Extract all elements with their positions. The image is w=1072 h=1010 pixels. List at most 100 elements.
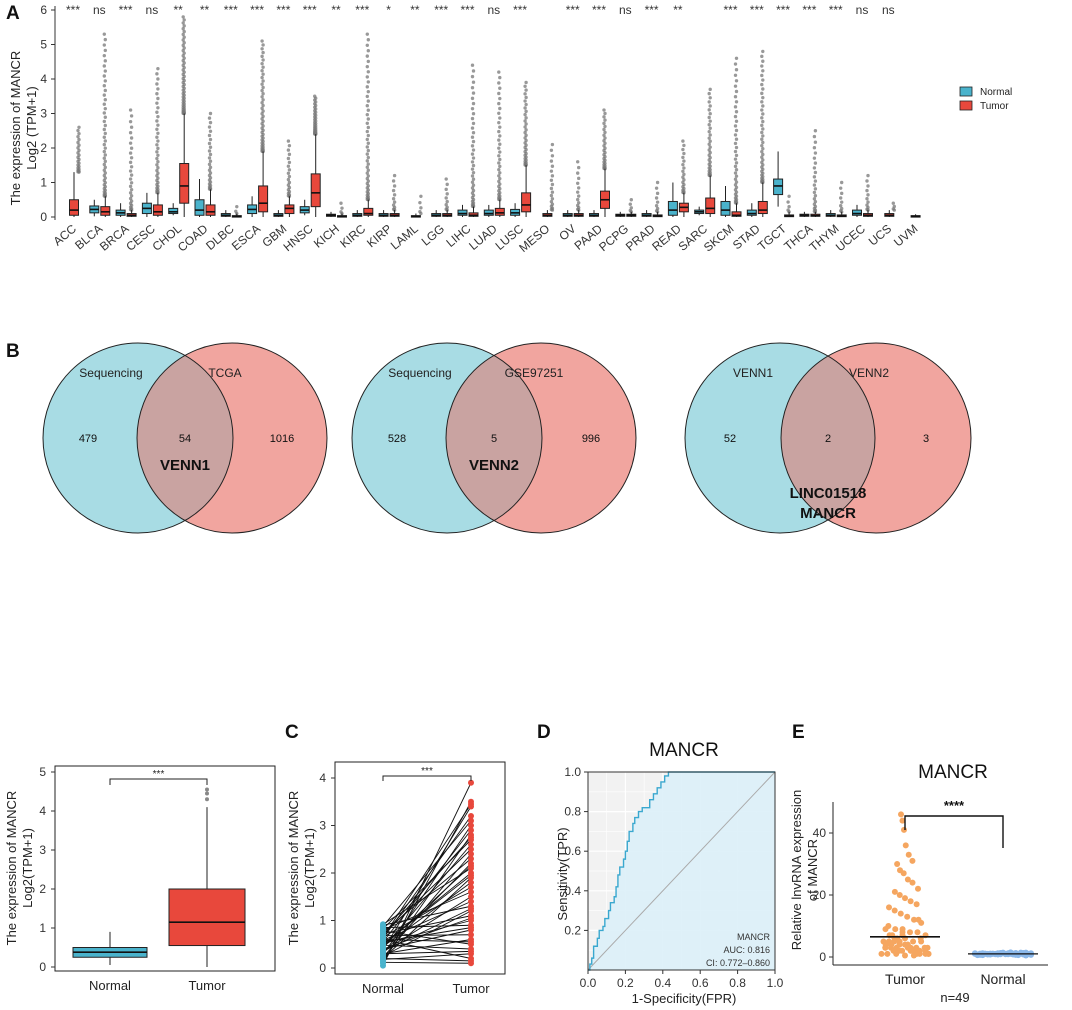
- outlier-point: [707, 136, 711, 140]
- outlier-point: [761, 158, 765, 162]
- venn-diagram-3: VENN1 VENN2 52 2 3 LINC01518 MANCR: [684, 342, 972, 534]
- outlier-point: [761, 49, 765, 54]
- outlier-point: [471, 101, 476, 106]
- outlier-point: [524, 95, 528, 100]
- outlier-point: [182, 24, 186, 28]
- outlier-point: [629, 206, 633, 210]
- venn-overlap: [137, 343, 233, 533]
- pair-line: [382, 927, 472, 943]
- tumor-dot: [914, 929, 921, 936]
- outlier-point: [103, 59, 108, 63]
- outlier-point: [839, 204, 843, 208]
- outlier-point: [524, 128, 528, 132]
- tumor-dot: [902, 952, 908, 959]
- outlier-point: [577, 186, 581, 190]
- normal-box: [483, 209, 494, 216]
- outlier-point: [103, 88, 108, 93]
- pair-line: [382, 806, 472, 951]
- roc-x-tick-label: 1.0: [767, 976, 784, 990]
- outlier-point: [155, 143, 159, 147]
- pan-cancer-x-labels: ACCBLCABRCACESCCHOLCOADDLBCESCAGBMHNSCKI…: [51, 221, 921, 255]
- outlier-point: [234, 209, 238, 213]
- outlier-point: [682, 166, 686, 170]
- outlier-point: [260, 69, 264, 73]
- tumor-dot: [878, 950, 885, 957]
- outlier-point: [497, 81, 501, 85]
- panel-label-e: E: [792, 722, 805, 743]
- outlier-point: [628, 208, 632, 213]
- outlier-point: [471, 183, 476, 187]
- outlier-point: [812, 156, 817, 160]
- normal-dot: [1028, 951, 1034, 958]
- outlier-point: [498, 86, 502, 90]
- outlier-point: [733, 171, 738, 175]
- outlier-point: [497, 70, 501, 74]
- venn-right-count: 996: [582, 433, 600, 445]
- outlier-point: [734, 174, 739, 178]
- tumor-point: [468, 817, 474, 824]
- c-box-sig: ***: [153, 769, 165, 780]
- pair-line: [382, 837, 472, 936]
- e-sig-bracket: [904, 815, 1004, 848]
- outlier-point: [761, 134, 765, 138]
- outlier-point: [156, 106, 160, 110]
- outlier-point: [260, 82, 264, 86]
- tumor-box: [258, 185, 269, 213]
- outlier-point: [866, 200, 870, 204]
- outlier-point: [707, 91, 711, 96]
- outlier-point: [129, 114, 134, 118]
- outlier-point: [497, 91, 501, 96]
- outlier-point: [260, 88, 264, 93]
- outlier-point: [181, 15, 185, 19]
- outlier-point: [261, 79, 265, 83]
- venn-overlap-count: 2: [825, 433, 831, 445]
- outlier-point: [366, 133, 370, 138]
- pair-line: [382, 820, 472, 927]
- outlier-point: [261, 85, 265, 90]
- outlier-point: [182, 51, 186, 55]
- e-footnote: n=49: [940, 990, 969, 1005]
- outlier-point: [681, 139, 685, 143]
- outlier-point: [287, 160, 292, 165]
- c-box-frame: [54, 765, 276, 972]
- outlier-point: [181, 48, 185, 53]
- outlier-point: [786, 200, 790, 204]
- pair-line: [382, 908, 472, 952]
- outlier-point: [103, 98, 108, 102]
- tumor-dot: [909, 857, 916, 864]
- sig-skcm: ***: [723, 3, 737, 17]
- tumor-dot: [891, 888, 898, 895]
- outlier-point: [471, 111, 476, 116]
- outlier-point: [470, 96, 475, 101]
- sig-luad: ns: [487, 3, 500, 17]
- outlier-point: [603, 124, 607, 129]
- outlier-point: [470, 186, 475, 190]
- outlier-point: [865, 188, 869, 193]
- outlier-point: [366, 162, 370, 166]
- outlier-point: [260, 112, 264, 116]
- outlier-point: [103, 139, 108, 143]
- outlier-point: [102, 149, 107, 154]
- tumor-point: [468, 879, 474, 886]
- outlier-point: [865, 179, 869, 183]
- outlier-point: [761, 59, 765, 63]
- outlier-point: [840, 206, 844, 211]
- outlier-point: [761, 140, 765, 145]
- box-group-ucs: [884, 201, 896, 217]
- outlier-point: [523, 130, 527, 135]
- outlier-point: [181, 32, 185, 37]
- pair-line: [382, 891, 472, 931]
- outlier-point: [208, 145, 213, 149]
- outlier-point: [181, 38, 185, 42]
- tumor-point: [468, 813, 474, 819]
- outlier-point: [260, 106, 264, 111]
- outlier-point: [391, 203, 396, 207]
- outlier-point: [734, 185, 739, 190]
- tumor-box: [310, 173, 321, 208]
- outlier-point: [760, 137, 764, 141]
- pair-line: [382, 939, 472, 959]
- roc-y-tick-label: 0.4: [564, 884, 581, 898]
- tumor-dot: [898, 811, 904, 818]
- panel-c-boxplot: The expression of MANCR Log2(TPM+1) 0 1 2 3…: [4, 765, 276, 993]
- outlier-point: [103, 171, 108, 175]
